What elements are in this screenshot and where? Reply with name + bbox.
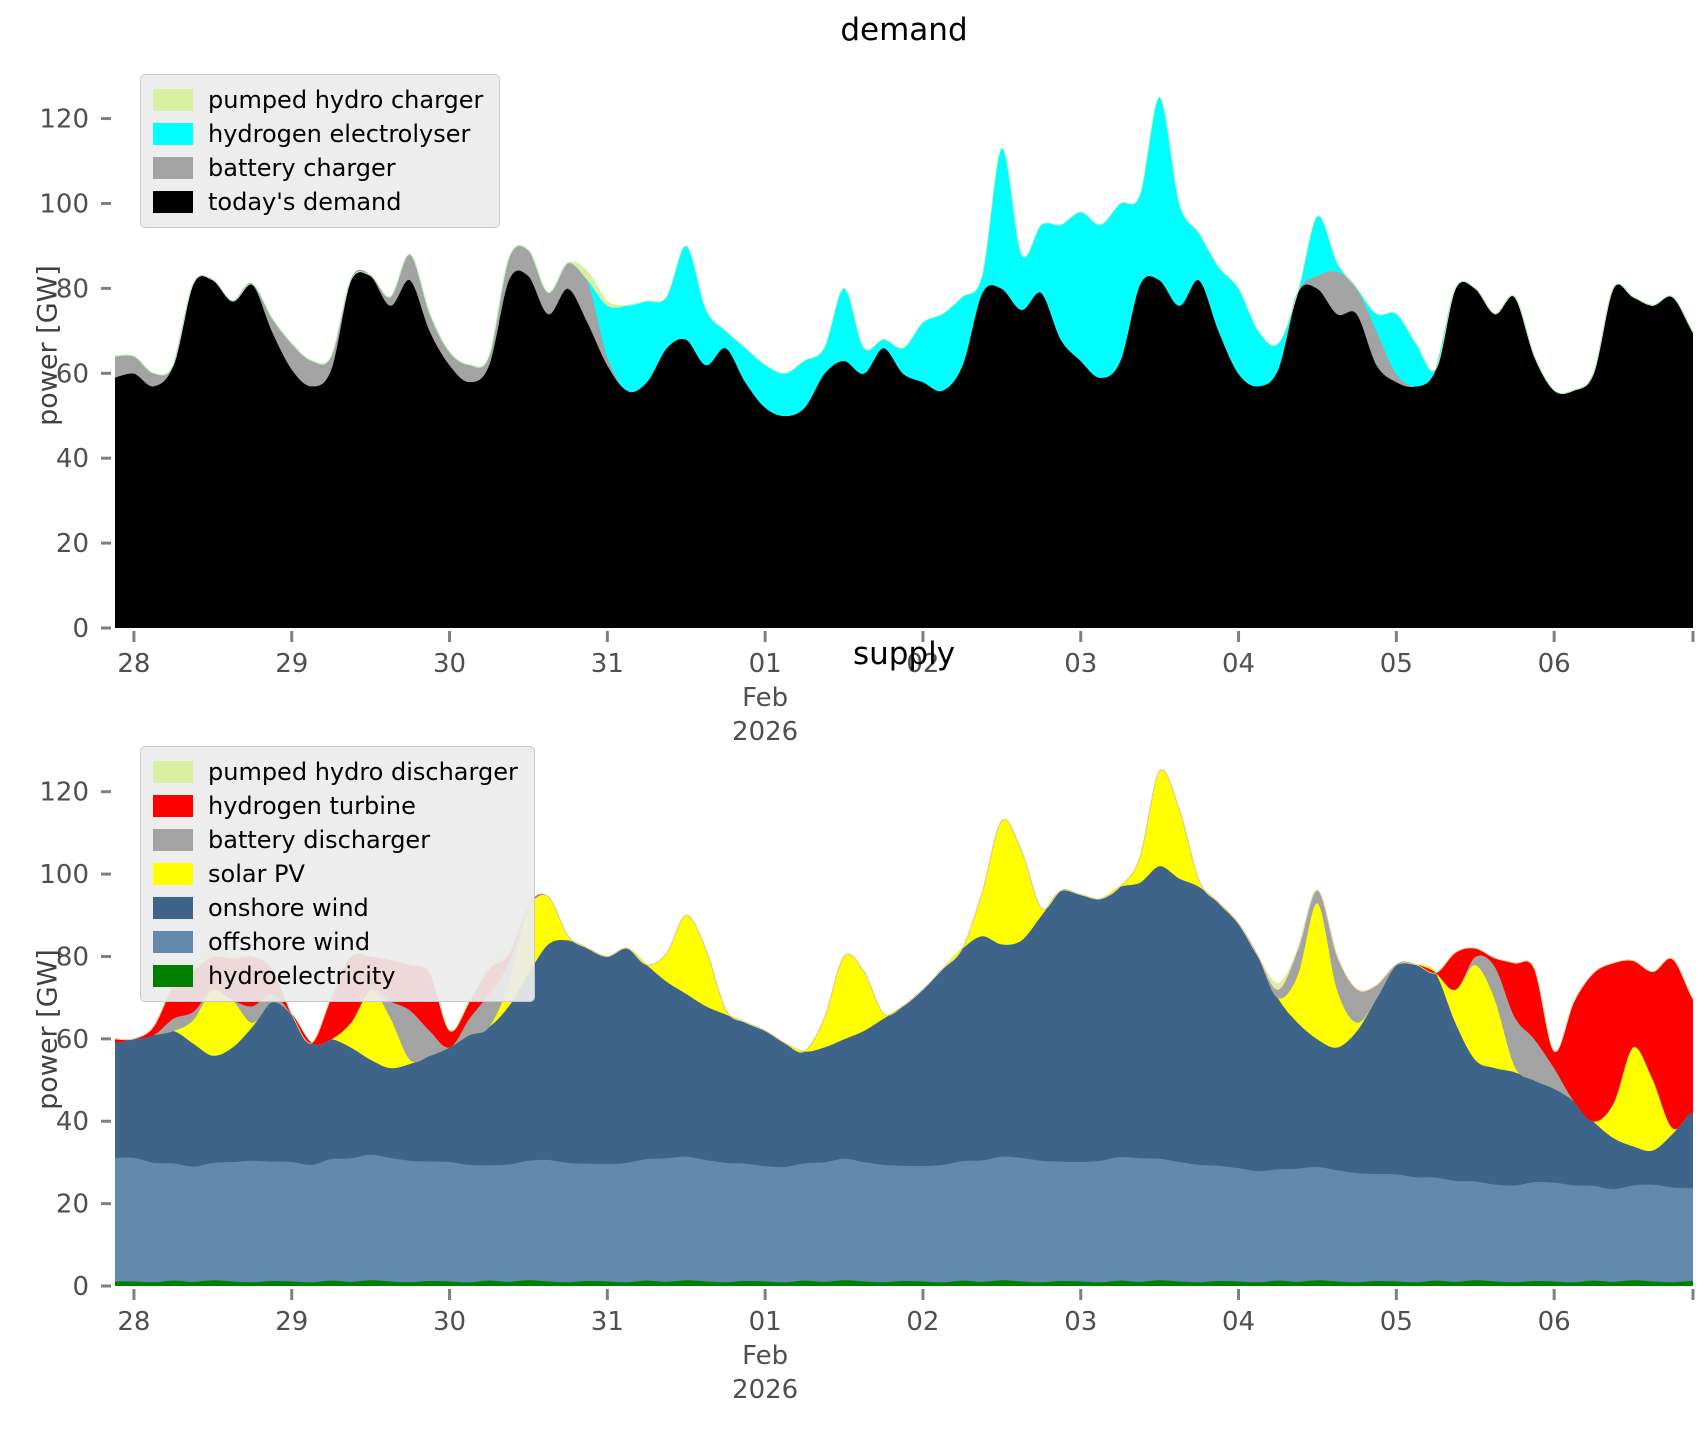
legend-label: battery discharger — [208, 826, 431, 854]
legend-swatch-icon — [153, 157, 193, 179]
x-tick-label: 02 — [906, 649, 939, 679]
legend-label: onshore wind — [208, 894, 369, 922]
legend-swatch-icon — [153, 89, 193, 111]
x-tick-label: 30 — [433, 649, 466, 679]
legend-label: pumped hydro charger — [208, 86, 484, 114]
y-tick-label: 60 — [56, 1025, 89, 1055]
x-tick-label: 28 — [117, 1307, 150, 1337]
x-tick-label: 03 — [1064, 649, 1097, 679]
legend-swatch-icon — [153, 897, 193, 919]
x-tick-label: 31 — [591, 1307, 624, 1337]
legend-swatch-icon — [153, 863, 193, 885]
y-tick-label: 40 — [56, 444, 89, 474]
x-tick-label: 04 — [1222, 649, 1255, 679]
legend-swatch-icon — [153, 965, 193, 987]
legend-label: solar PV — [208, 860, 305, 888]
legend-swatch-icon — [153, 795, 193, 817]
x-tick-label: 30 — [433, 1307, 466, 1337]
legend-row-hydrogen-turbine: hydrogen turbine — [153, 789, 518, 823]
x-tick-label: 01 — [749, 1307, 782, 1337]
x-tick-sublabel: Feb — [742, 1341, 788, 1371]
legend-row-offshore-wind: offshore wind — [153, 925, 518, 959]
chart-title-supply: supply — [852, 636, 956, 672]
x-tick-label: 04 — [1222, 1307, 1255, 1337]
y-tick-label: 80 — [56, 942, 89, 972]
y-axis-label-supply: power [GW] — [32, 949, 64, 1110]
area-pumped-hydro-discharger — [115, 769, 1693, 1053]
legend-label: hydrogen turbine — [208, 792, 416, 820]
y-tick-label: 60 — [56, 359, 89, 389]
legend-swatch-icon — [153, 123, 193, 145]
y-tick-label: 0 — [72, 614, 89, 644]
legend-row-solar-pv: solar PV — [153, 857, 518, 891]
legend-row-pumped-hydro-discharger: pumped hydro discharger — [153, 755, 518, 789]
legend-row-onshore-wind: onshore wind — [153, 891, 518, 925]
chart-title-demand: demand — [840, 12, 968, 48]
legend-supply: pumped hydro discharger hydrogen turbine b… — [140, 746, 535, 1002]
legend-label: battery charger — [208, 154, 396, 182]
legend-row-pumped-hydro-charger: pumped hydro charger — [153, 83, 483, 117]
legend-row-today-s-demand: today's demand — [153, 185, 483, 219]
y-tick-label: 20 — [56, 529, 89, 559]
x-tick-label: 05 — [1380, 1307, 1413, 1337]
x-tick-label: 06 — [1538, 649, 1571, 679]
x-tick-label: 02 — [906, 1307, 939, 1337]
x-tick-sublabel: Feb — [742, 683, 788, 713]
y-tick-label: 20 — [56, 1190, 89, 1220]
legend-label: offshore wind — [208, 928, 371, 956]
y-tick-label: 0 — [72, 1272, 89, 1302]
legend-label: hydrogen electrolyser — [208, 120, 471, 148]
y-axis-label-demand: power [GW] — [32, 265, 64, 426]
x-tick-sublabel: 2026 — [732, 1375, 798, 1405]
plot-area-demand — [115, 96, 1693, 628]
y-tick-label: 100 — [39, 860, 89, 890]
x-tick-label: 06 — [1538, 1307, 1571, 1337]
legend-label: today's demand — [208, 188, 402, 216]
x-tick-label: 01 — [749, 649, 782, 679]
x-tick-sublabel: 2026 — [732, 717, 798, 747]
x-tick-label: 29 — [275, 649, 308, 679]
area-pumped-hydro-charger — [115, 96, 1693, 394]
y-tick-label: 100 — [39, 189, 89, 219]
legend-swatch-icon — [153, 191, 193, 213]
x-tick-label: 03 — [1064, 1307, 1097, 1337]
legend-label: hydroelectricity — [208, 962, 396, 990]
x-tick-label: 31 — [591, 649, 624, 679]
legend-swatch-icon — [153, 931, 193, 953]
plot-area-supply — [115, 769, 1693, 1286]
y-tick-label: 40 — [56, 1107, 89, 1137]
legend-swatch-icon — [153, 761, 193, 783]
y-tick-label: 80 — [56, 274, 89, 304]
legend-demand: pumped hydro charger hydrogen electrolyse… — [140, 74, 501, 228]
x-tick-label: 28 — [117, 649, 150, 679]
legend-label: pumped hydro discharger — [208, 758, 518, 786]
y-tick-label: 120 — [39, 778, 89, 808]
x-tick-label: 05 — [1380, 649, 1413, 679]
legend-swatch-icon — [153, 829, 193, 851]
legend-row-hydroelectricity: hydroelectricity — [153, 959, 518, 993]
area-today-s-demand — [115, 269, 1693, 628]
legend-row-hydrogen-electrolyser: hydrogen electrolyser — [153, 117, 483, 151]
legend-row-battery-charger: battery charger — [153, 151, 483, 185]
y-tick-label: 120 — [39, 105, 89, 135]
legend-row-battery-discharger: battery discharger — [153, 823, 518, 857]
x-tick-label: 29 — [275, 1307, 308, 1337]
